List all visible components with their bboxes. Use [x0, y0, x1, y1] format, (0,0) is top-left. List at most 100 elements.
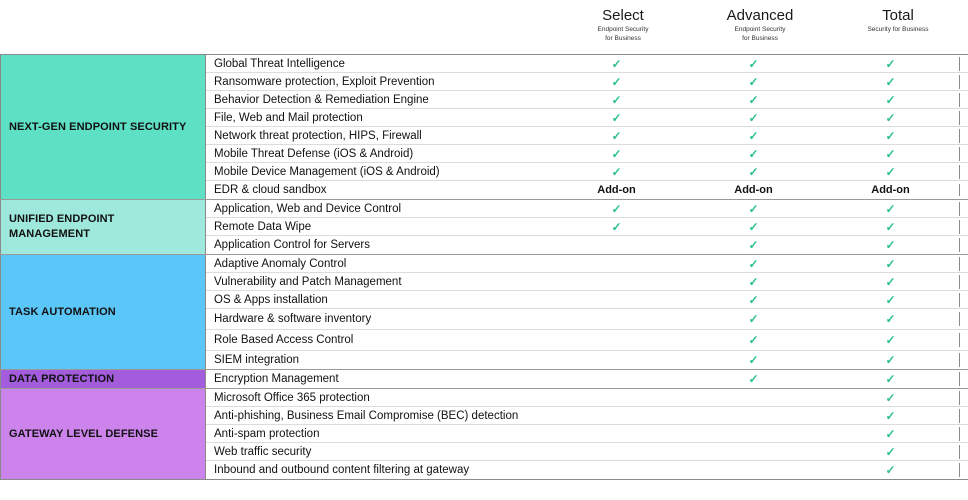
addon-label-total: Add-on — [822, 184, 960, 196]
check-icon: ✓ — [748, 74, 759, 89]
group-gateway: GATEWAY LEVEL DEFENSE Microsoft Office 36… — [0, 389, 968, 479]
feature-name: Network threat protection, HIPS, Firewal… — [214, 129, 422, 142]
group-next-gen: NEXT-GEN ENDPOINT SECURITY Global Threat … — [0, 55, 968, 200]
feature-name: Application Control for Servers — [214, 239, 370, 251]
check-icon: ✓ — [822, 238, 960, 252]
check-icon: ✓ — [822, 408, 960, 423]
table-row: Mobile Threat Defense (iOS & Android) ✓ ✓ ✓ — [206, 145, 968, 163]
check-icon: ✓ — [748, 312, 759, 326]
category-label: DATA PROTECTION — [0, 370, 206, 388]
check-icon: ✓ — [611, 92, 622, 107]
tier-subtitle-line1: Security for Business — [867, 26, 929, 33]
tier-subtitle-line2: for Business — [742, 35, 778, 42]
feature-name: Application, Web and Device Control — [214, 202, 402, 215]
feature-rows: Application, Web and Device Control ✓ ✓ ✓ Re… — [206, 200, 968, 254]
feature-rows: Adaptive Anomaly Control ✓ ✓ Vulnerability … — [206, 255, 968, 369]
check-icon: ✓ — [748, 333, 759, 347]
feature-name: SIEM integration — [214, 354, 300, 366]
table-row: OS & Apps installation ✓ ✓ — [206, 291, 968, 309]
category-label: UNIFIED ENDPOINT MANAGEMENT — [0, 200, 206, 254]
table-row: Microsoft Office 365 protection ✓ — [206, 389, 968, 407]
feature-name: Anti-phishing, Business Email Compromise… — [214, 409, 519, 422]
feature-rows: Microsoft Office 365 protection ✓ Anti-phi… — [206, 389, 968, 479]
feature-name: Microsoft Office 365 protection — [214, 391, 370, 404]
check-icon: ✓ — [822, 463, 960, 477]
check-icon: ✓ — [611, 219, 622, 234]
table-row: Adaptive Anomaly Control ✓ ✓ — [206, 255, 968, 273]
check-icon: ✓ — [748, 219, 759, 234]
check-icon: ✓ — [748, 372, 759, 386]
check-icon: ✓ — [822, 426, 960, 441]
check-icon: ✓ — [822, 201, 960, 216]
tier-advanced: Advanced Endpoint Security for Business — [685, 7, 835, 43]
feature-name: OS & Apps installation — [214, 293, 328, 306]
check-icon: ✓ — [611, 110, 622, 125]
check-icon: ✓ — [611, 201, 622, 216]
table-row: Behavior Detection & Remediation Engine ✓… — [206, 91, 968, 109]
category-label: NEXT-GEN ENDPOINT SECURITY — [0, 55, 206, 199]
table-row: Hardware & software inventory ✓ ✓ — [206, 309, 968, 330]
feature-name: Mobile Threat Defense (iOS & Android) — [214, 147, 414, 160]
check-icon: ✓ — [748, 292, 759, 307]
table-row: Encryption Management ✓ ✓ — [206, 370, 968, 388]
check-icon: ✓ — [822, 256, 960, 271]
check-icon: ✓ — [748, 238, 759, 252]
group-unified: UNIFIED ENDPOINT MANAGEMENT Application, … — [0, 200, 968, 255]
check-icon: ✓ — [611, 56, 622, 71]
check-icon: ✓ — [822, 92, 960, 107]
check-icon: ✓ — [822, 164, 960, 179]
table-row: Role Based Access Control ✓ ✓ — [206, 330, 968, 351]
tier-subtitle-line2: for Business — [605, 35, 641, 42]
table-row: Network threat protection, HIPS, Firewal… — [206, 127, 968, 145]
check-icon: ✓ — [611, 146, 622, 161]
tier-subtitle-line1: Endpoint Security — [734, 26, 786, 33]
check-icon: ✓ — [822, 390, 960, 405]
feature-name: Mobile Device Management (iOS & Android) — [214, 165, 440, 178]
check-icon: ✓ — [611, 128, 622, 143]
table-row: File, Web and Mail protection ✓ ✓ ✓ — [206, 109, 968, 127]
feature-name: Web traffic security — [214, 445, 312, 458]
feature-name: Global Threat Intelligence — [214, 57, 345, 70]
check-icon: ✓ — [822, 292, 960, 307]
check-icon: ✓ — [611, 74, 622, 89]
check-icon: ✓ — [748, 256, 759, 271]
check-icon: ✓ — [822, 312, 960, 326]
table-row: Mobile Device Management (iOS & Android)… — [206, 163, 968, 181]
check-icon: ✓ — [822, 444, 960, 459]
check-icon: ✓ — [748, 92, 759, 107]
check-icon: ✓ — [822, 146, 960, 161]
check-icon: ✓ — [748, 353, 759, 367]
table-row: Inbound and outbound content filtering a… — [206, 461, 968, 479]
check-icon: ✓ — [611, 164, 622, 179]
tier-select: Select Endpoint Security for Business — [548, 7, 698, 43]
table-row: Anti-phishing, Business Email Compromise… — [206, 407, 968, 425]
feature-name: Ransomware protection, Exploit Preventio… — [214, 75, 435, 88]
table-row: Remote Data Wipe ✓ ✓ ✓ — [206, 218, 968, 236]
table-row: Application Control for Servers ✓ ✓ — [206, 236, 968, 254]
check-icon: ✓ — [748, 274, 759, 289]
check-icon: ✓ — [822, 353, 960, 367]
table-row: EDR & cloud sandbox Add-on Add-on Add-on — [206, 181, 968, 199]
check-icon: ✓ — [822, 274, 960, 289]
check-icon: ✓ — [822, 372, 960, 386]
tier-subtitle-line1: Endpoint Security — [597, 26, 649, 33]
check-icon: ✓ — [748, 201, 759, 216]
feature-comparison-table: NEXT-GEN ENDPOINT SECURITY Global Threat … — [0, 54, 968, 480]
check-icon: ✓ — [748, 56, 759, 71]
check-icon: ✓ — [822, 56, 960, 71]
check-icon: ✓ — [822, 219, 960, 234]
feature-rows: Global Threat Intelligence ✓ ✓ ✓ Ransomware … — [206, 55, 968, 199]
feature-name: Anti-spam protection — [214, 427, 320, 440]
check-icon: ✓ — [822, 74, 960, 89]
group-data: DATA PROTECTION Encryption Management ✓ ✓ — [0, 370, 968, 389]
check-icon: ✓ — [748, 146, 759, 161]
feature-name: File, Web and Mail protection — [214, 111, 363, 124]
comparison-header: Select Endpoint Security for Business Ad… — [0, 0, 968, 54]
group-task: TASK AUTOMATION Adaptive Anomaly Control ✓… — [0, 255, 968, 370]
tier-name: Select — [602, 7, 644, 24]
check-icon: ✓ — [822, 110, 960, 125]
check-icon: ✓ — [822, 128, 960, 143]
table-row: Anti-spam protection ✓ — [206, 425, 968, 443]
addon-label-select: Add-on — [597, 184, 636, 196]
table-row: Vulnerability and Patch Management ✓ ✓ — [206, 273, 968, 291]
